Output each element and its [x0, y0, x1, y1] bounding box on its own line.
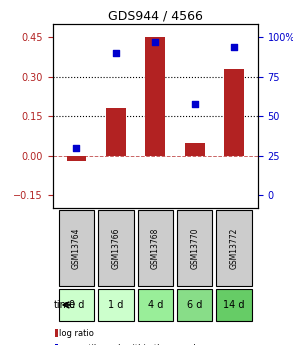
FancyBboxPatch shape [137, 210, 173, 286]
Bar [55, 344, 58, 345]
Text: time: time [54, 300, 76, 310]
Point [193, 101, 197, 106]
Text: log ratio: log ratio [59, 328, 94, 337]
Text: 14 d: 14 d [224, 300, 245, 310]
FancyBboxPatch shape [137, 289, 173, 321]
Text: 4 d: 4 d [148, 300, 163, 310]
Text: GSM13772: GSM13772 [230, 227, 239, 269]
Text: GSM13766: GSM13766 [111, 227, 120, 269]
Bar [185, 142, 205, 156]
Point [74, 145, 79, 150]
Bar [224, 69, 244, 156]
FancyBboxPatch shape [217, 210, 252, 286]
FancyBboxPatch shape [59, 289, 94, 321]
FancyBboxPatch shape [98, 289, 134, 321]
Point [153, 39, 158, 45]
Text: GSM13768: GSM13768 [151, 227, 160, 269]
Text: 6 d: 6 d [187, 300, 202, 310]
Bar [67, 156, 86, 161]
FancyBboxPatch shape [98, 210, 134, 286]
Text: 0 d: 0 d [69, 300, 84, 310]
Text: percentile rank within the sample: percentile rank within the sample [59, 344, 201, 345]
Title: GDS944 / 4566: GDS944 / 4566 [108, 10, 203, 23]
Text: 1 d: 1 d [108, 300, 124, 310]
Text: GSM13764: GSM13764 [72, 227, 81, 269]
Bar [145, 37, 165, 156]
FancyBboxPatch shape [177, 289, 212, 321]
Point [232, 44, 236, 50]
Bar [55, 329, 58, 337]
Point [113, 50, 118, 56]
Text: GSM13770: GSM13770 [190, 227, 199, 269]
FancyBboxPatch shape [59, 210, 94, 286]
FancyBboxPatch shape [177, 210, 212, 286]
FancyBboxPatch shape [217, 289, 252, 321]
Bar [106, 108, 126, 156]
